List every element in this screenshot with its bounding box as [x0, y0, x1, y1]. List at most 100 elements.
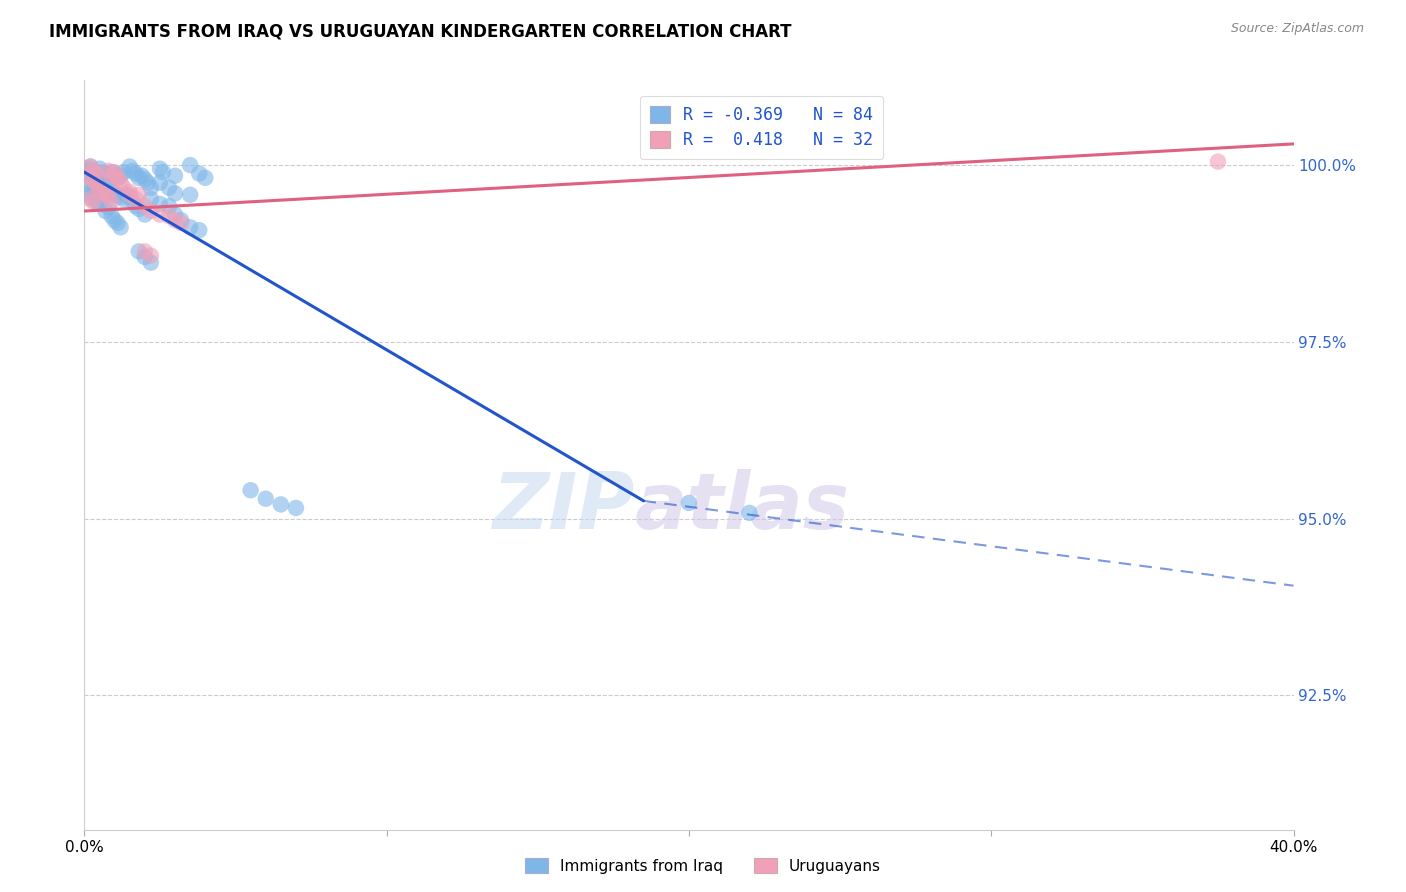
Point: [139, 249, 162, 263]
Point: [82, 176, 104, 190]
Point: [157, 180, 180, 194]
Point: [134, 172, 156, 186]
Point: [100, 209, 122, 223]
Point: [79, 190, 101, 204]
Point: [91, 176, 114, 190]
Point: [86, 172, 108, 186]
Point: [82, 174, 104, 188]
Point: [128, 202, 150, 216]
Point: [97, 190, 120, 204]
Point: [179, 220, 201, 235]
Point: [118, 190, 141, 204]
Point: [104, 167, 127, 181]
Legend: Immigrants from Iraq, Uruguayans: Immigrants from Iraq, Uruguayans: [519, 852, 887, 880]
Point: [139, 204, 162, 219]
Point: [131, 169, 153, 183]
Point: [738, 506, 761, 520]
Point: [91, 165, 114, 179]
Point: [188, 167, 211, 181]
Point: [134, 244, 156, 259]
Legend: R = -0.369   N = 84, R =  0.418   N = 32: R = -0.369 N = 84, R = 0.418 N = 32: [640, 96, 883, 159]
Point: [97, 201, 120, 215]
Point: [149, 176, 172, 190]
Point: [91, 185, 114, 199]
Point: [110, 190, 132, 204]
Point: [79, 167, 101, 181]
Point: [97, 180, 120, 194]
Point: [79, 192, 101, 206]
Text: Source: ZipAtlas.com: Source: ZipAtlas.com: [1230, 22, 1364, 36]
Point: [104, 213, 127, 227]
Point: [94, 179, 117, 194]
Point: [110, 169, 132, 183]
Point: [157, 209, 180, 223]
Point: [1206, 154, 1229, 169]
Point: [97, 169, 120, 183]
Point: [89, 180, 111, 194]
Point: [107, 170, 129, 185]
Point: [107, 187, 129, 202]
Point: [149, 161, 172, 176]
Point: [165, 186, 187, 201]
Point: [112, 180, 135, 194]
Point: [125, 199, 148, 213]
Point: [170, 213, 193, 227]
Point: [89, 169, 111, 183]
Point: [86, 170, 108, 185]
Point: [118, 160, 141, 174]
Point: [100, 194, 122, 209]
Point: [125, 167, 148, 181]
Point: [100, 169, 122, 183]
Point: [139, 192, 162, 206]
Point: [76, 186, 98, 201]
Point: [179, 158, 201, 172]
Point: [134, 199, 156, 213]
Point: [239, 483, 262, 498]
Point: [165, 213, 187, 227]
Point: [82, 163, 104, 178]
Point: [270, 497, 292, 511]
Point: [136, 176, 159, 190]
Point: [179, 187, 201, 202]
Point: [115, 187, 138, 202]
Point: [194, 170, 217, 185]
Point: [110, 220, 132, 235]
Point: [104, 165, 127, 179]
Point: [121, 194, 143, 209]
Point: [254, 491, 277, 506]
Point: [79, 170, 101, 185]
Point: [89, 161, 111, 176]
Point: [76, 165, 98, 179]
Point: [112, 192, 135, 206]
Text: ZIP: ZIP: [492, 469, 634, 545]
Point: [128, 187, 150, 202]
Point: [82, 169, 104, 183]
Point: [678, 496, 700, 510]
Text: atlas: atlas: [634, 469, 849, 545]
Point: [165, 208, 187, 222]
Point: [118, 185, 141, 199]
Point: [107, 170, 129, 185]
Point: [128, 244, 150, 259]
Point: [118, 187, 141, 202]
Point: [82, 163, 104, 178]
Point: [89, 183, 111, 197]
Point: [86, 180, 108, 194]
Point: [79, 160, 101, 174]
Point: [134, 250, 156, 264]
Point: [91, 192, 114, 206]
Point: [82, 194, 104, 209]
Point: [121, 163, 143, 178]
Point: [100, 165, 122, 179]
Point: [100, 185, 122, 199]
Point: [112, 165, 135, 179]
Point: [94, 186, 117, 201]
Point: [82, 185, 104, 199]
Point: [125, 192, 148, 206]
Point: [149, 208, 172, 222]
Point: [285, 500, 308, 515]
Point: [128, 170, 150, 185]
Point: [89, 197, 111, 211]
Point: [110, 176, 132, 190]
Point: [86, 194, 108, 209]
